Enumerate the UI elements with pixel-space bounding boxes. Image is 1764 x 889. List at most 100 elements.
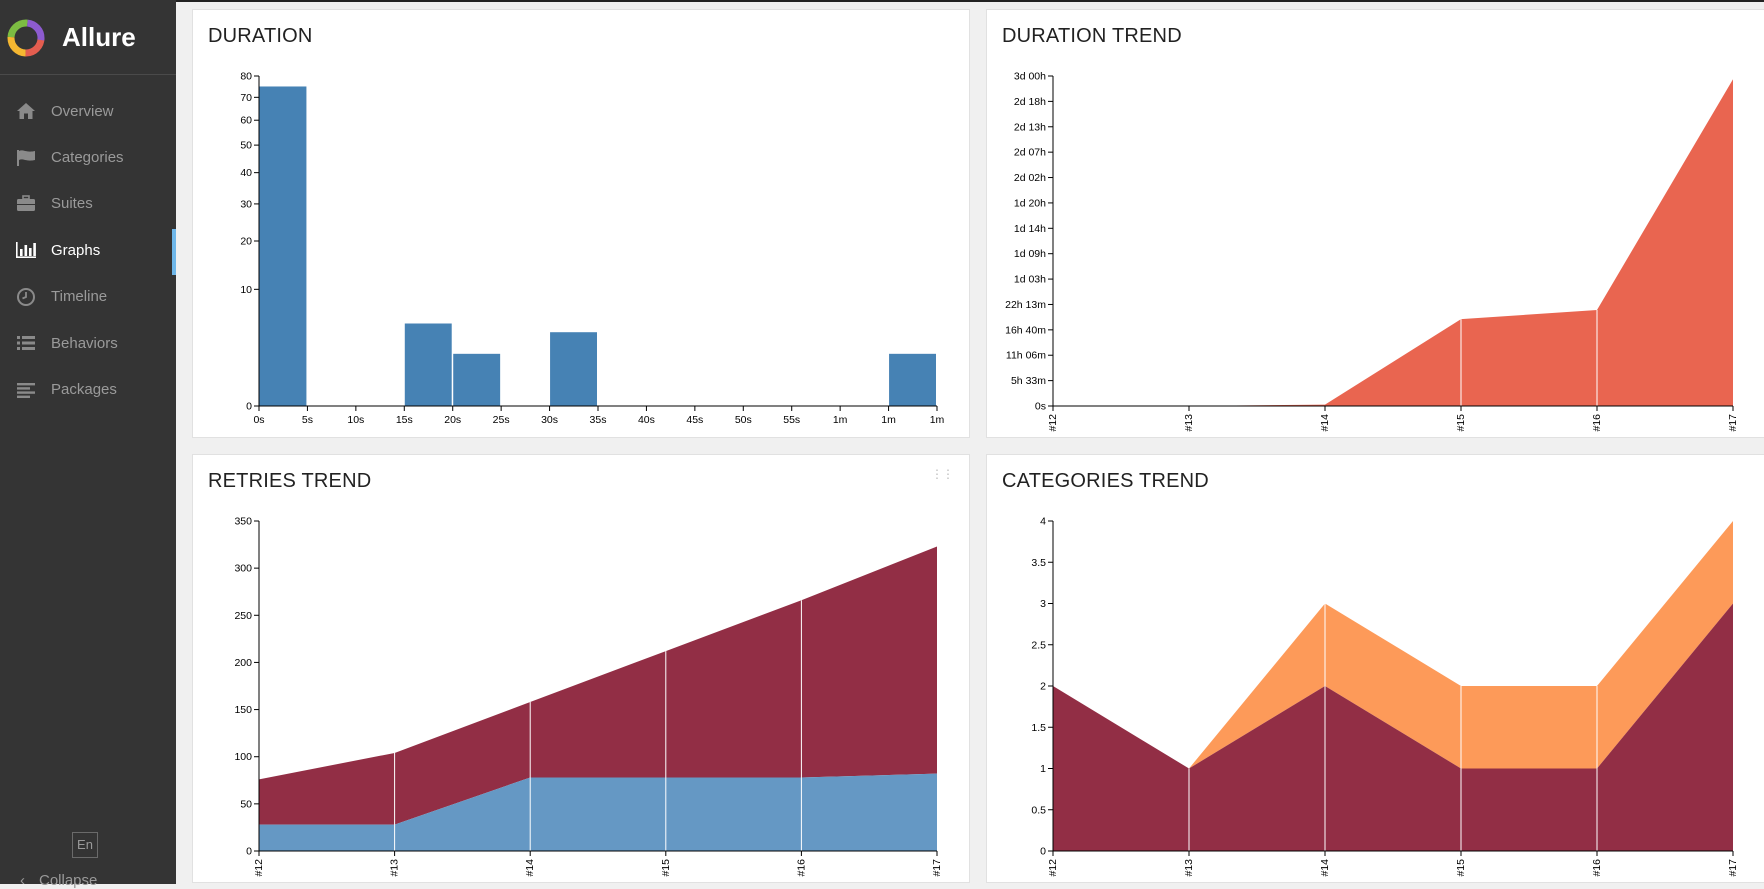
x-tick-label: 1m: [881, 414, 896, 426]
y-tick-label: 0.5: [1031, 804, 1046, 816]
x-tick-label: #16: [1591, 414, 1603, 432]
clock-icon: [15, 286, 37, 308]
duration-bar: [889, 353, 936, 406]
widget-title: DURATION: [208, 25, 313, 47]
sidebar-item-label: Categories: [51, 149, 124, 167]
categories-area-lower: [1053, 603, 1733, 851]
sidebar-nav: Overview Categories Suites Graphs Timeli…: [0, 88, 176, 413]
y-tick-label: 250: [234, 610, 252, 622]
y-tick-label: 300: [234, 563, 252, 575]
duration-bar: [453, 353, 501, 406]
y-tick-label: 1d 20h: [1014, 197, 1046, 209]
duration-chart: 0 10 20 30 40 50 60 70 80 0s 5s 10s 15s 20s 25s 30s 35s 4…: [240, 71, 945, 427]
sidebar-item-label: Timeline: [51, 288, 108, 306]
y-tick-label: 5h 33m: [1011, 375, 1046, 387]
list-icon: [15, 332, 37, 354]
y-tick-label: 0s: [1035, 401, 1046, 413]
y-tick-label: 4: [1040, 516, 1046, 528]
x-tick-label: 35s: [590, 414, 607, 426]
x-tick-label: #16: [1591, 859, 1603, 877]
x-tick-label: #17: [1727, 859, 1739, 877]
y-tick-label: 20: [240, 236, 252, 248]
widget-title: CATEGORIES TREND: [1002, 470, 1209, 492]
widget-title: RETRIES TREND: [208, 470, 372, 492]
home-icon: [15, 100, 37, 122]
x-tick-label: 20s: [444, 414, 461, 426]
x-tick-label: 0s: [253, 414, 264, 426]
collapse-label: Collapse: [39, 872, 98, 889]
y-tick-label: 11h 06m: [1006, 350, 1046, 362]
sidebar: Allure Overview Categories Suites Graphs: [0, 0, 176, 889]
y-tick-label: 2d 18h: [1014, 96, 1046, 108]
sidebar-item-label: Suites: [51, 195, 93, 213]
x-tick-label: 30s: [541, 414, 558, 426]
x-tick-label: #12: [1047, 414, 1059, 432]
x-tick-label: 55s: [783, 414, 800, 426]
y-tick-label: 10: [240, 284, 252, 296]
align-left-icon: [15, 379, 37, 401]
y-tick-label: 2d 07h: [1014, 147, 1046, 159]
y-tick-label: 70: [240, 92, 252, 104]
y-tick-label: 1d 09h: [1014, 248, 1046, 260]
retries-trend-chart: 0 50 100 150 200 250 300 350 #12 #13 #14 #15 #16 #17: [234, 516, 943, 877]
sidebar-item-behaviors[interactable]: Behaviors: [0, 320, 176, 366]
y-tick-label: 1d 14h: [1014, 223, 1046, 235]
app-name: Allure: [62, 22, 136, 52]
sidebar-item-graphs[interactable]: Graphs: [0, 227, 176, 273]
x-tick-label: #13: [1183, 859, 1195, 877]
y-tick-label: 0: [1040, 846, 1046, 858]
y-tick-label: 50: [240, 798, 252, 810]
y-tick-label: 200: [234, 657, 252, 669]
x-tick-label: 1m: [930, 414, 945, 426]
brand[interactable]: Allure: [0, 0, 176, 75]
retries-area-upper: [259, 546, 937, 825]
sidebar-item-categories[interactable]: Categories: [0, 134, 176, 180]
x-tick-label: 1m: [833, 414, 848, 426]
duration-trend-chart: 0s 5h 33m 11h 06m 16h 40m 22h 13m 1d 03h 1d 09…: [1005, 71, 1739, 432]
chevron-left-icon: ‹: [20, 872, 25, 889]
active-indicator: [172, 229, 176, 275]
allure-logo-icon: [7, 19, 45, 57]
x-tick-label: #14: [1319, 414, 1331, 432]
sidebar-item-label: Overview: [51, 102, 114, 120]
x-tick-label: #15: [660, 859, 672, 877]
x-tick-label: #16: [795, 859, 807, 877]
y-tick-label: 3.5: [1031, 557, 1046, 569]
y-tick-label: 80: [240, 71, 252, 83]
y-tick-label: 0: [246, 846, 252, 858]
sidebar-item-suites[interactable]: Suites: [0, 181, 176, 227]
duration-bar: [550, 332, 597, 406]
widget-retries-trend: RETRIES TREND ⋮⋮ 0 50 100 150 200 250 300 350 #1…: [192, 454, 970, 883]
sidebar-item-label: Packages: [51, 381, 117, 399]
y-tick-label: 60: [240, 115, 252, 127]
y-tick-label: 2d 13h: [1014, 121, 1046, 133]
sidebar-item-packages[interactable]: Packages: [0, 366, 176, 412]
categories-area-upper: [1053, 521, 1733, 769]
y-tick-label: 2: [1040, 681, 1046, 693]
sidebar-item-timeline[interactable]: Timeline: [0, 274, 176, 320]
duration-trend-area: [1053, 79, 1733, 406]
y-tick-label: 1.5: [1031, 722, 1046, 734]
duration-bar: [404, 323, 452, 406]
x-tick-label: #14: [524, 859, 536, 877]
duration-bar: [259, 86, 307, 406]
categories-trend-chart: 0 0.5 1 1.5 2 2.5 3 3.5 4 #12 #13 #14 #15 #16 #17: [1031, 516, 1739, 877]
x-tick-label: #13: [1183, 414, 1195, 432]
y-tick-label: 50: [240, 140, 252, 152]
main-content: DURATION 0 10 20 30 40 50 60 70 80 0s 5s 10s 15s 20s 2…: [176, 0, 1764, 884]
x-tick-label: #12: [253, 859, 265, 877]
y-tick-label: 2d 02h: [1014, 172, 1046, 184]
y-tick-label: 350: [234, 516, 252, 528]
language-button[interactable]: En: [72, 832, 98, 858]
sidebar-item-overview[interactable]: Overview: [0, 88, 176, 134]
y-tick-label: 0: [246, 401, 252, 413]
briefcase-icon: [15, 193, 37, 215]
collapse-button[interactable]: ‹ Collapse: [20, 872, 97, 889]
y-tick-label: 3d 00h: [1014, 71, 1046, 83]
y-tick-label: 1d 03h: [1014, 274, 1046, 286]
x-tick-label: #17: [931, 859, 943, 877]
y-tick-label: 2.5: [1031, 639, 1046, 651]
y-tick-label: 1: [1040, 763, 1046, 775]
x-tick-label: #15: [1455, 859, 1467, 877]
y-tick-label: 150: [234, 704, 252, 716]
